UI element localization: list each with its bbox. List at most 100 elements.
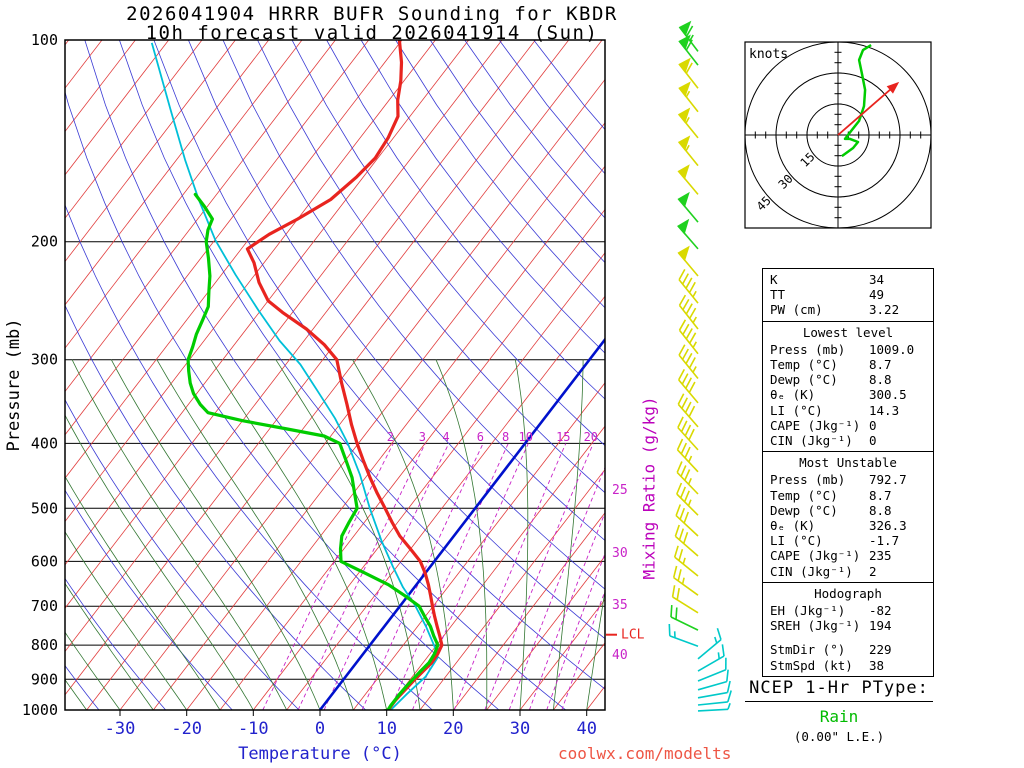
mixing-ratio-value-label: 4 <box>442 430 449 444</box>
stats-row: StmSpd (kt) 38 <box>770 658 933 673</box>
mixing-ratio-value-label: 35 <box>612 598 628 613</box>
wind-barb <box>668 623 699 647</box>
ptype-value: Rain <box>819 707 859 726</box>
pressure-tick-label: 400 <box>31 434 58 452</box>
wind-barb <box>675 504 699 537</box>
wind-barb <box>678 57 699 89</box>
stats-label: θₑ (K) <box>770 518 816 534</box>
pressure-tick-label: 500 <box>31 499 58 517</box>
dewpoint-profile-line <box>186 192 440 710</box>
stats-label: Press (mb) <box>770 341 846 357</box>
stats-value: 2 <box>869 563 877 579</box>
wind-barb <box>677 164 699 195</box>
wind-barb <box>674 524 699 557</box>
stats-label: CIN (Jkg⁻¹) <box>770 433 853 449</box>
hodograph-units-label: knots <box>749 47 789 62</box>
temperature-profile-line <box>245 40 444 710</box>
stats-row: Dewp (°C) 8.8 <box>770 372 933 387</box>
stats-section: Lowest level Press (mb) 1009.0 Temp (°C) 8.7… <box>763 320 933 452</box>
temp-tick-label: 10 <box>376 719 396 739</box>
wind-barb <box>676 482 699 516</box>
wind-barb <box>678 81 699 113</box>
mixing-ratio-value-label: 8 <box>502 430 509 444</box>
pressure-tick-labels: 100 200 300 400 500 600 700 800 900 1000 <box>22 31 58 719</box>
pressure-tick-label: 1000 <box>22 701 58 719</box>
temp-tick-labels: -30 -20 -10 0 10 20 30 40 <box>105 719 597 739</box>
stats-value: 8.7 <box>869 487 892 503</box>
stats-value: 3.22 <box>869 302 900 318</box>
wind-barb <box>678 294 699 330</box>
dry-adiabat-lines <box>65 40 605 710</box>
stats-row: Temp (°C) 8.7 <box>770 488 933 503</box>
stats-label: Press (mb) <box>770 472 846 488</box>
pressure-tick-label: 300 <box>31 351 58 369</box>
stats-label: CIN (Jkg⁻¹) <box>770 563 853 579</box>
stats-label: Temp (°C) <box>770 357 838 373</box>
plot-border <box>64 39 606 711</box>
wind-barb <box>676 461 699 495</box>
stats-value: 235 <box>869 548 892 564</box>
stats-value: 8.8 <box>869 372 892 388</box>
temp-tick-label: -20 <box>171 719 202 739</box>
stats-label: EH (Jkg⁻¹) <box>770 603 846 619</box>
stats-label: PW (cm) <box>770 302 823 318</box>
mixing-ratio-labels: 2 3 4 6 8 10 15 20 25 30 35 40 <box>387 430 628 663</box>
stats-row: CIN (Jkg⁻¹) 0 <box>770 433 933 448</box>
stats-label: SREH (Jkg⁻¹) <box>770 618 861 634</box>
lcl-label: LCL <box>621 628 645 643</box>
temp-tick-label: 30 <box>510 719 530 739</box>
wind-barb <box>670 605 699 631</box>
stats-section-title: Lowest level <box>802 324 894 340</box>
wind-barb <box>697 702 731 712</box>
mixing-ratio-value-label: 6 <box>477 430 484 444</box>
ptype-block: NCEP 1-Hr PType: Rain (0.00" L.E.) <box>745 678 933 744</box>
wind-barb <box>678 319 699 355</box>
temp-tick-label: -30 <box>105 719 136 739</box>
stats-label: LI (°C) <box>770 402 823 418</box>
mixing-ratio-value-label: 25 <box>612 483 628 498</box>
stats-value: 38 <box>869 657 885 673</box>
stats-panel: K 34 TT 49 PW (cm) 3.22 Lowest level Press (mb)… <box>762 268 934 677</box>
stats-label: CAPE (Jkg⁻¹) <box>770 417 861 433</box>
stats-row: CAPE (Jkg⁻¹) 0 <box>770 418 933 433</box>
pressure-tick-label: 200 <box>31 233 58 251</box>
stats-value: 1009.0 <box>869 341 915 357</box>
mixing-ratio-value-label: 30 <box>612 546 628 561</box>
temperature-axis-label: Temperature (°C) <box>238 744 402 764</box>
pressure-tick-label: 700 <box>31 597 58 615</box>
stats-row: LI (°C) -1.7 <box>770 533 933 548</box>
stats-row: StmDir (°) 229 <box>770 642 933 657</box>
chart-title: 2026041904 HRRR BUFR Sounding for KBDR <box>126 3 618 25</box>
stats-value: 49 <box>869 287 885 303</box>
ptype-heading: NCEP 1-Hr PType: <box>745 678 933 702</box>
temp-tick-label: -10 <box>238 719 269 739</box>
pressure-tick-label: 800 <box>31 636 58 654</box>
stats-label: θₑ (K) <box>770 387 816 403</box>
stats-label: Dewp (°C) <box>770 502 838 518</box>
wetbulb-profile-line <box>150 42 439 710</box>
hodograph-trace <box>841 44 872 158</box>
stats-value: 194 <box>869 618 892 634</box>
temp-tick-label: 0 <box>315 719 325 739</box>
wind-barb <box>677 416 699 451</box>
mixing-ratio-value-label: 40 <box>612 648 628 663</box>
mixing-ratio-value-label: 20 <box>584 430 598 444</box>
storm-motion-arrow <box>837 81 900 136</box>
stats-value: 326.3 <box>869 518 907 534</box>
stats-row: θₑ (K) 326.3 <box>770 518 933 533</box>
wind-barb <box>697 644 725 672</box>
wind-barb <box>677 135 699 167</box>
stats-value: 14.3 <box>869 402 900 418</box>
wind-barb <box>697 669 729 691</box>
temp-tick-label: 40 <box>576 719 596 739</box>
stats-row: EH (Jkg⁻¹) -82 <box>770 603 933 618</box>
wind-barb <box>678 34 699 66</box>
wind-barb <box>671 585 699 614</box>
stats-section: K 34 TT 49 PW (cm) 3.22 <box>763 269 933 321</box>
mixing-ratio-value-label: 10 <box>518 430 532 444</box>
wind-barb <box>677 245 699 277</box>
stats-label: K <box>770 272 778 287</box>
wind-barb <box>677 191 699 223</box>
